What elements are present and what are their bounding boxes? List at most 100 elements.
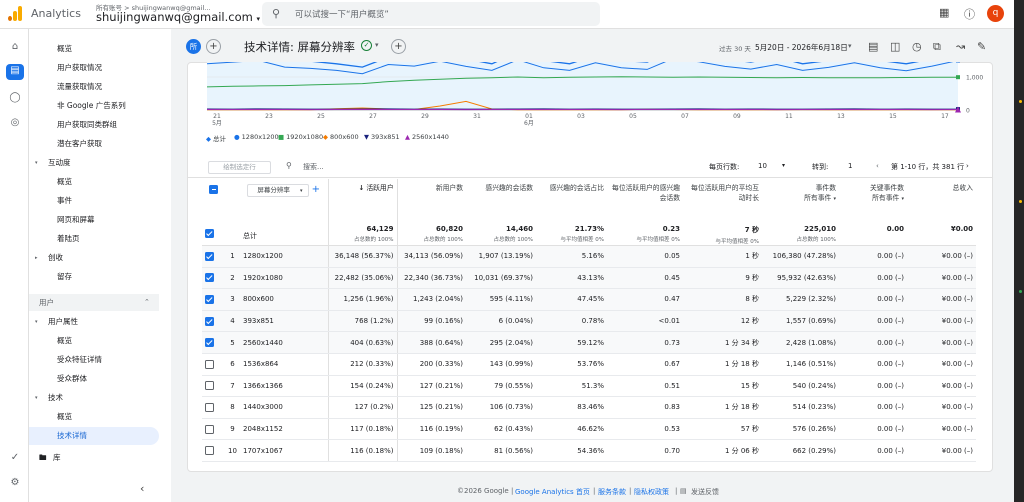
table-row[interactable]: 5 2560x1440 404 (0.63%) 388 (0.64%) 295 (2.0… bbox=[202, 331, 976, 354]
nav-group[interactable]: ▾ 互动度 bbox=[29, 154, 159, 172]
legend-entry[interactable]: ■ 1920x1080 bbox=[278, 133, 323, 141]
nav-item[interactable]: 概览 bbox=[29, 40, 159, 58]
table-row[interactable]: 3 800x600 1,256 (1.96%) 1,243 (2.04%) 595 (4… bbox=[202, 288, 976, 311]
nav-item[interactable]: 概览 bbox=[29, 332, 159, 350]
nav-item[interactable]: 技术详情 bbox=[29, 427, 159, 445]
row-checkbox[interactable] bbox=[205, 446, 214, 456]
series-end-marker[interactable] bbox=[956, 75, 960, 80]
collapse-nav-chevron-icon[interactable]: ‹ bbox=[140, 482, 145, 495]
nav-item[interactable]: 网页和屏幕 bbox=[29, 211, 159, 229]
nav-item[interactable]: 受众群体 bbox=[29, 370, 159, 388]
nav-item[interactable]: 流量获取情况 bbox=[29, 78, 159, 96]
report-note-icon[interactable]: ▤ bbox=[868, 40, 879, 53]
metric-header[interactable]: 感兴趣的会话占比 bbox=[536, 179, 607, 223]
prev-page-chevron-icon[interactable]: ‹ bbox=[876, 162, 879, 170]
metric-header[interactable]: 每位活跃用户的感兴趣会话数 bbox=[607, 179, 683, 223]
row-checkbox[interactable] bbox=[205, 338, 214, 348]
nav-item[interactable]: 非 Google 广告系列 bbox=[29, 97, 159, 115]
series-end-marker[interactable] bbox=[955, 106, 961, 113]
nav-item[interactable]: 概览 bbox=[29, 173, 159, 191]
nav-item[interactable]: 事件 bbox=[29, 192, 159, 210]
table-row[interactable]: 9 2048x1152 117 (0.18%) 116 (0.19%) 62 (0.43… bbox=[202, 418, 976, 441]
insights-icon[interactable]: ◷ bbox=[912, 40, 922, 53]
row-checkbox[interactable] bbox=[205, 359, 214, 369]
date-range-selector[interactable]: 5月20日 - 2026年6月18日 bbox=[755, 43, 848, 52]
feedback-icon[interactable]: ▤ bbox=[680, 487, 687, 495]
table-row[interactable]: 7 1366x1366 154 (0.24%) 127 (0.21%) 79 (0.55… bbox=[202, 375, 976, 398]
nav-item[interactable]: 潜在客户获取 bbox=[29, 135, 159, 153]
legend-entry[interactable]: ▲ 2560x1440 bbox=[405, 133, 449, 141]
explore-icon[interactable]: ◯ bbox=[9, 92, 21, 103]
footer-privacy-link[interactable]: 隐私权政策 bbox=[634, 488, 669, 496]
row-checkbox[interactable] bbox=[205, 424, 214, 434]
table-row[interactable]: 8 1440x3000 127 (0.2%) 125 (0.21%) 106 (0.73… bbox=[202, 396, 976, 419]
apps-grid-icon[interactable]: ▦ bbox=[939, 6, 950, 19]
account-selector[interactable]: shuijingwanwq@gmail.com ▾ bbox=[96, 10, 260, 24]
admin-check-icon[interactable]: ✓ bbox=[10, 452, 20, 463]
nav-group[interactable]: ▾ 用户属性 bbox=[29, 313, 159, 331]
footer-feedback-link[interactable]: 发送反馈 bbox=[691, 488, 719, 496]
nav-group[interactable]: ▾ 技术 bbox=[29, 389, 159, 407]
table-row[interactable]: 6 1536x864 212 (0.33%) 200 (0.33%) 143 (0.99… bbox=[202, 353, 976, 376]
add-chart-button[interactable]: + bbox=[391, 39, 406, 54]
edit-pencil-icon[interactable]: ✎ bbox=[977, 40, 987, 53]
plot-rows-button[interactable]: 绘制选定行 bbox=[208, 161, 271, 174]
search-input[interactable]: ⚲ 可以试搜一下“用户概览” bbox=[262, 2, 600, 26]
metric-header[interactable]: 新用户数 bbox=[397, 179, 466, 223]
nav-item[interactable]: 着陆页 bbox=[29, 230, 159, 248]
legend-entry[interactable]: ◆ 800x600 bbox=[323, 133, 359, 141]
add-comparison-button[interactable]: + bbox=[206, 39, 221, 54]
compare-columns-icon[interactable]: ◫ bbox=[890, 40, 901, 53]
rows-per-page-select[interactable]: 10 bbox=[758, 162, 767, 170]
nav-item[interactable]: 用户获取同类群组 bbox=[29, 116, 159, 134]
nav-group[interactable]: ▸ 创收 bbox=[29, 249, 159, 267]
metric-header[interactable]: 每位活跃用户的平均互动时长 bbox=[683, 179, 762, 223]
settings-gear-icon[interactable]: ⚙ bbox=[10, 477, 20, 488]
nav-item[interactable]: 用户获取情况 bbox=[29, 59, 159, 77]
row-checkbox[interactable] bbox=[205, 402, 214, 412]
account-breadcrumb[interactable]: 所有账号 > shuijingwanwq@gmail... bbox=[96, 4, 211, 12]
legend-entry[interactable]: ▼ 393x851 bbox=[364, 133, 400, 141]
select-all-checkbox[interactable] bbox=[209, 184, 218, 194]
chevron-down-icon[interactable]: ▾ bbox=[782, 162, 786, 169]
comparison-all-badge[interactable]: 所 bbox=[186, 39, 201, 54]
home-icon[interactable]: ⌂ bbox=[11, 41, 19, 52]
avatar[interactable]: q bbox=[987, 5, 1004, 22]
metric-header[interactable]: ↓ 活跃用户 bbox=[328, 179, 398, 223]
metric-header[interactable]: 感兴趣的会话数 bbox=[466, 179, 536, 223]
table-search-input[interactable]: 搜索... bbox=[303, 163, 324, 171]
next-page-chevron-icon[interactable]: › bbox=[966, 162, 969, 170]
nav-item[interactable]: 概览 bbox=[29, 408, 159, 426]
footer-home-link[interactable]: Google Analytics 首页 bbox=[515, 488, 590, 496]
dimension-select[interactable]: 屏幕分辨率 ▾ bbox=[247, 184, 310, 197]
nav-section-users[interactable]: 用户 ⌃ bbox=[29, 294, 159, 311]
table-row[interactable]: 4 393x851 768 (1.2%) 99 (0.16%) 6 (0.04%) 0.7… bbox=[202, 310, 976, 333]
series-end-marker[interactable] bbox=[956, 62, 960, 63]
row-checkbox[interactable] bbox=[205, 294, 214, 304]
chevron-down-icon[interactable]: ▾ bbox=[375, 41, 379, 49]
metric-header[interactable]: 关键事件数 所有事件 ▾ bbox=[839, 179, 907, 223]
table-row[interactable]: 1 1280x1200 36,148 (56.37%) 34,113 (56.09%)… bbox=[202, 245, 976, 268]
row-checkbox[interactable] bbox=[205, 316, 214, 326]
metric-header[interactable]: 总收入 bbox=[907, 179, 976, 223]
row-checkbox[interactable] bbox=[205, 273, 214, 283]
row-checkbox[interactable] bbox=[205, 251, 214, 261]
goto-page-input[interactable]: 1 bbox=[848, 162, 853, 170]
metric-header[interactable]: 事件数 所有事件 ▾ bbox=[762, 179, 839, 223]
advertising-icon[interactable]: ◎ bbox=[10, 117, 20, 128]
table-row[interactable]: 10 1707x1067 116 (0.18%) 109 (0.18%) 81 (0.5… bbox=[202, 439, 976, 462]
nav-item[interactable]: 受众特征详情 bbox=[29, 351, 159, 369]
chevron-down-icon[interactable]: ▾ bbox=[848, 42, 852, 50]
footer-terms-link[interactable]: 服务条款 bbox=[598, 488, 626, 496]
nav-item[interactable]: 留存 bbox=[29, 268, 159, 286]
reports-icon[interactable]: ▤ bbox=[6, 64, 24, 80]
share-icon[interactable]: ⧉ bbox=[933, 40, 941, 53]
totals-checkbox[interactable] bbox=[205, 229, 214, 238]
legend-entry[interactable]: ◆ 总计 bbox=[206, 133, 226, 143]
help-icon[interactable]: ⓘ bbox=[964, 8, 975, 21]
legend-entry[interactable]: ● 1280x1200 bbox=[234, 133, 279, 141]
analytics-logo-icon[interactable] bbox=[8, 6, 22, 21]
row-checkbox[interactable] bbox=[205, 381, 214, 391]
trend-icon[interactable]: ↝ bbox=[956, 40, 966, 53]
check-circle-icon[interactable]: ✓ bbox=[361, 40, 372, 51]
